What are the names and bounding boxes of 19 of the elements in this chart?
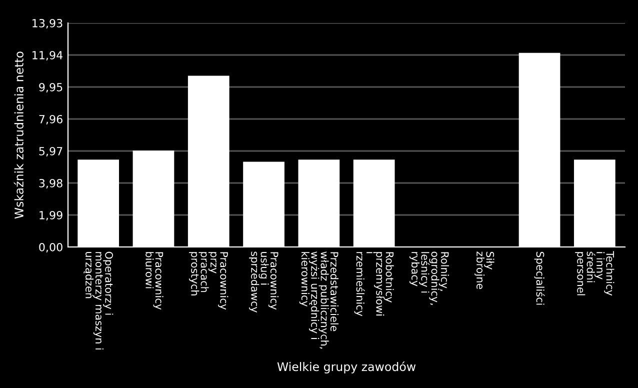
y-tick-label: 11,94 — [32, 50, 63, 61]
x-axis-title: Wielkie grupy zawodów — [277, 362, 416, 374]
y-tick-label: 13,93 — [32, 18, 62, 29]
y-axis-title: Wskaźnik zatrudnienia netto — [14, 52, 24, 219]
x-tick-label: Rolnicy, ogrodnicy, leśnicy i rybacy — [409, 252, 449, 305]
x-tick-label: Specjaliści — [534, 252, 545, 305]
y-tick-label: 5,97 — [39, 146, 62, 157]
y-tick-label: 9,95 — [39, 82, 62, 93]
x-tick-label: Siły zbrojne — [474, 252, 494, 290]
x-tick-label: Pracownicy przy pracach prostych — [189, 252, 228, 310]
x-tick-label: Technicy i inny średni personel — [575, 251, 614, 296]
y-tick-label: 1,99 — [40, 210, 62, 221]
y-tick-label: 0,00 — [39, 242, 62, 253]
x-tick-label: Przedstawiciele władz publicznych, wyżsi urzędnicy i kierownicy — [299, 252, 338, 349]
x-tick-label: Pracownicy usług i sprzedawcy — [249, 252, 279, 312]
x-tick-label: Pracownicy biurowi — [146, 252, 164, 310]
y-tick-label: 3,98 — [39, 178, 62, 189]
x-tick-label: Operatorzy i monterzy maszyn i urządzeń — [84, 252, 114, 350]
y-tick-label: 7,96 — [39, 114, 62, 125]
